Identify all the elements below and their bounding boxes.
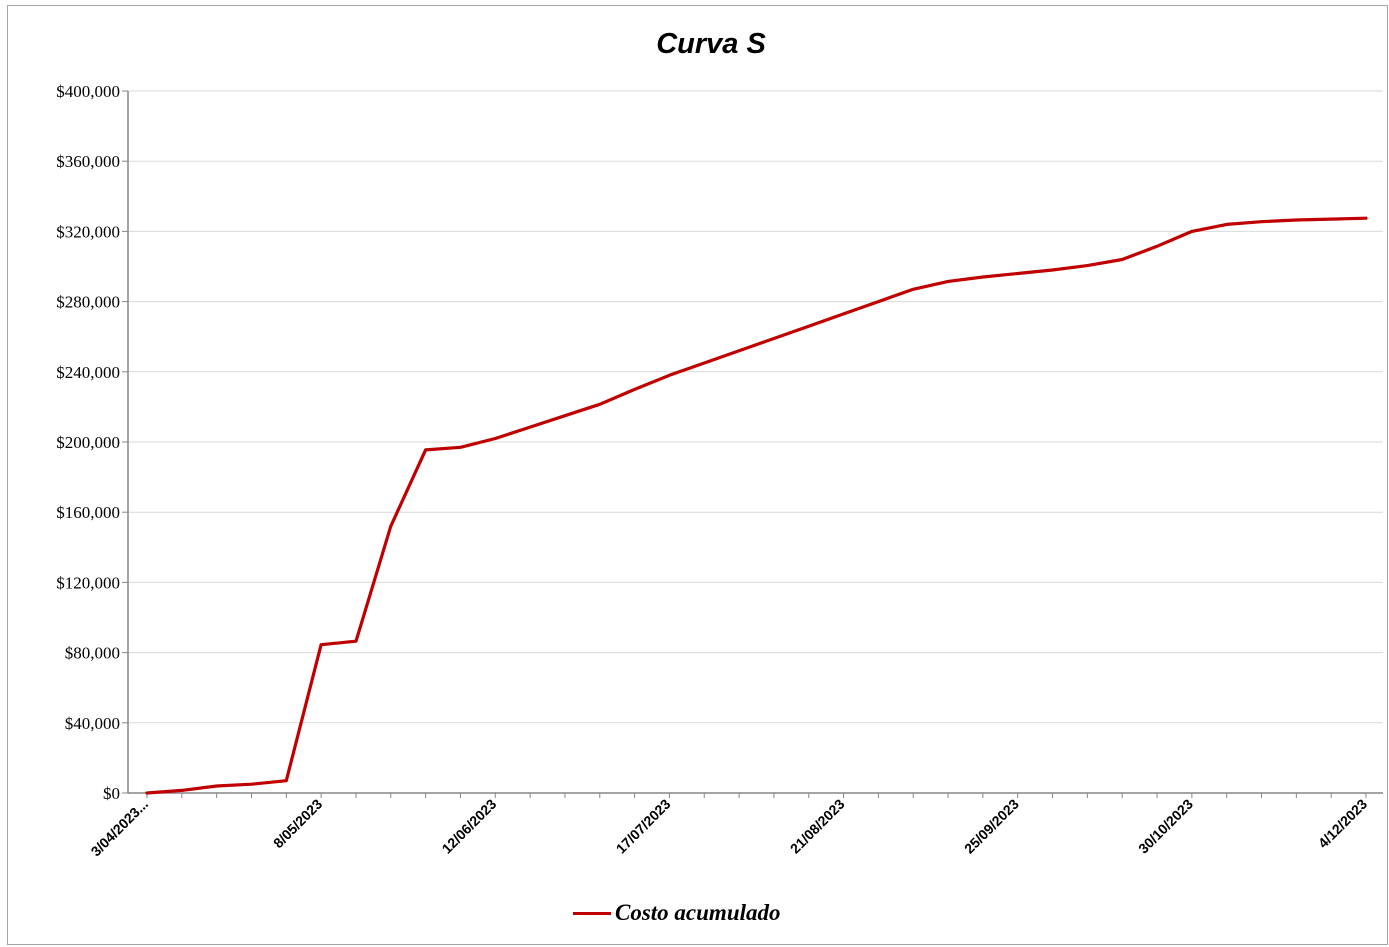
legend: Costo acumulado: [573, 900, 781, 926]
y-tick-label: $280,000: [56, 293, 120, 312]
x-tick-label: 4/12/2023: [1315, 796, 1371, 852]
series-layer: [145, 216, 1368, 795]
y-tick-label: $320,000: [56, 222, 120, 241]
y-tick-label: $80,000: [65, 644, 120, 663]
y-axis-ticks: $0 $40,000 $80,000 $120,000 $160,000 $200,000…: [56, 82, 120, 803]
y-tick-label: $400,000: [56, 82, 120, 101]
y-tick-label: $200,000: [56, 433, 120, 452]
y-tick-label: $240,000: [56, 363, 120, 382]
y-tick-label: $40,000: [65, 714, 120, 733]
y-tick-label: $160,000: [56, 503, 120, 522]
x-tick-label: 8/05/2023: [270, 796, 326, 852]
x-tick-label: 30/10/2023: [1135, 796, 1196, 857]
series-line-costo-acumulado: [145, 216, 1368, 795]
legend-swatch: [573, 911, 611, 915]
x-tick-label: 25/09/2023: [961, 796, 1022, 857]
gridlines: [128, 90, 1383, 724]
y-tick-label: $120,000: [56, 573, 120, 592]
legend-label: Costo acumulado: [615, 900, 781, 925]
x-tick-label: 3/04/2023...: [88, 796, 152, 860]
axes: [122, 90, 1383, 798]
chart-title: Curva S: [656, 28, 766, 60]
x-axis-ticks: 3/04/2023... 8/05/2023 12/06/2023 17/07/202…: [88, 796, 1371, 860]
x-tick-label: 17/07/2023: [613, 796, 674, 857]
x-tick-label: 21/08/2023: [787, 796, 848, 857]
y-tick-label: $360,000: [56, 152, 120, 171]
x-tick-label: 12/06/2023: [439, 796, 500, 857]
y-tick-label: $0: [103, 784, 120, 803]
